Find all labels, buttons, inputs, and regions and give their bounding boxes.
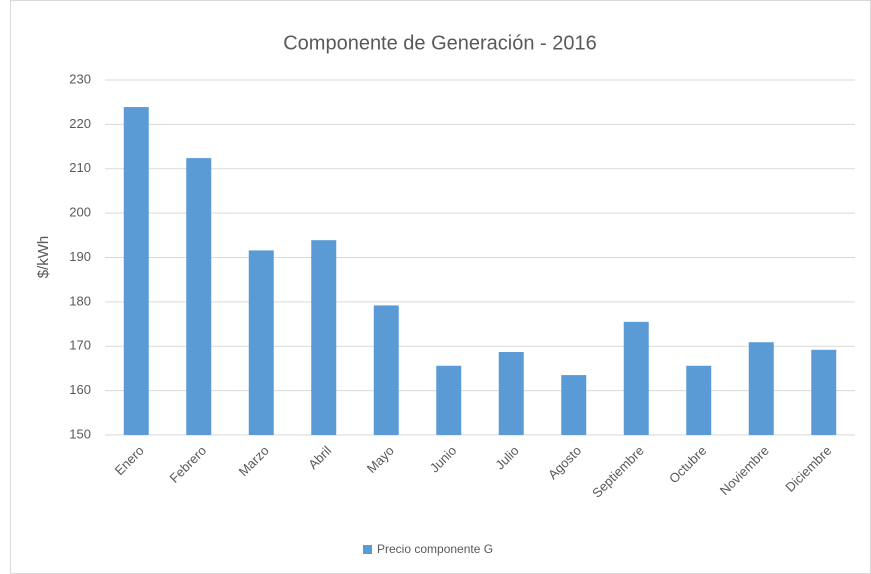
bar	[686, 365, 712, 435]
y-tick-label: 210	[69, 160, 91, 175]
bar	[311, 240, 337, 435]
y-tick-label: 200	[69, 205, 91, 220]
bar	[623, 321, 649, 435]
y-axis-label: $/kWh	[35, 236, 52, 279]
bar	[123, 107, 149, 435]
chart-title: Componente de Generación - 2016	[283, 32, 597, 54]
bar	[561, 375, 587, 435]
y-tick-label: 230	[69, 71, 91, 86]
bar	[811, 349, 837, 435]
y-tick-label: 160	[69, 382, 91, 397]
y-tick-label: 190	[69, 249, 91, 264]
y-tick-label: 220	[69, 116, 91, 131]
bar	[748, 342, 774, 435]
y-tick-label: 180	[69, 293, 91, 308]
bar	[498, 352, 524, 435]
chart-frame	[10, 0, 871, 574]
bar	[248, 250, 274, 435]
bar	[373, 305, 399, 435]
y-tick-label: 170	[69, 338, 91, 353]
y-tick-label: 150	[69, 426, 91, 441]
bar	[186, 158, 212, 435]
legend-swatch	[363, 545, 372, 554]
legend-label: Precio componente G	[377, 542, 493, 556]
bar	[436, 365, 462, 435]
